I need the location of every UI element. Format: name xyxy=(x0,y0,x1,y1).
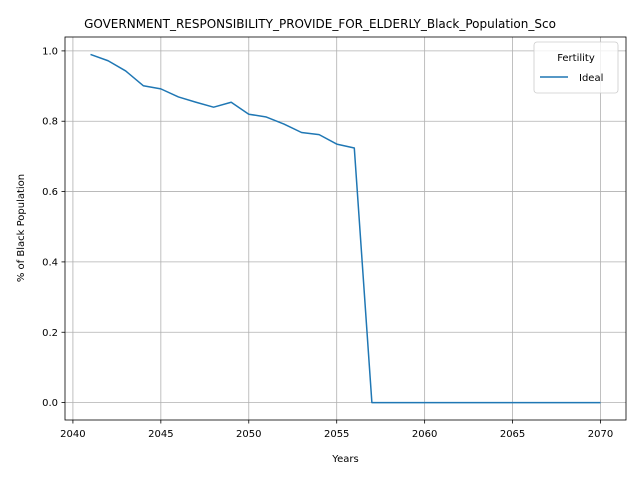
y-tick-label: 0.0 xyxy=(42,398,58,409)
x-axis-title: Years xyxy=(331,454,358,465)
x-tick-label: 2060 xyxy=(412,429,437,440)
grid xyxy=(65,37,626,420)
chart-title: GOVERNMENT_RESPONSIBILITY_PROVIDE_FOR_EL… xyxy=(84,17,556,31)
legend-box xyxy=(533,41,619,94)
y-axis-title: % of Black Population xyxy=(16,174,27,282)
series-layer xyxy=(90,53,601,404)
y-tick-label: 1.0 xyxy=(42,46,58,57)
y-axis-ticks: 0.0 0.2 0.4 0.6 0.8 1.0 xyxy=(42,46,65,409)
y-tick-label: 0.4 xyxy=(42,257,58,268)
legend: Fertility Ideal xyxy=(533,41,619,94)
y-tick-label: 0.6 xyxy=(42,187,58,198)
legend-label-ideal: Ideal xyxy=(579,73,603,84)
x-tick-label: 2040 xyxy=(60,429,85,440)
legend-title: Fertility xyxy=(557,53,595,64)
x-tick-label: 2065 xyxy=(500,429,525,440)
series-line-ideal xyxy=(90,53,601,404)
x-axis-ticks: 2040 2045 2050 2055 2060 2065 2070 xyxy=(60,420,613,440)
y-tick-label: 0.2 xyxy=(42,328,58,339)
y-tick-label: 0.8 xyxy=(42,117,58,128)
x-tick-label: 2050 xyxy=(236,429,261,440)
x-tick-label: 2045 xyxy=(148,429,173,440)
x-tick-label: 2055 xyxy=(324,429,349,440)
plot-frame xyxy=(64,36,627,421)
x-tick-label: 2070 xyxy=(588,429,613,440)
